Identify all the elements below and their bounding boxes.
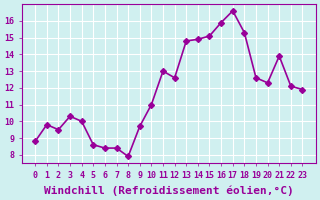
X-axis label: Windchill (Refroidissement éolien,°C): Windchill (Refroidissement éolien,°C) — [44, 185, 294, 196]
